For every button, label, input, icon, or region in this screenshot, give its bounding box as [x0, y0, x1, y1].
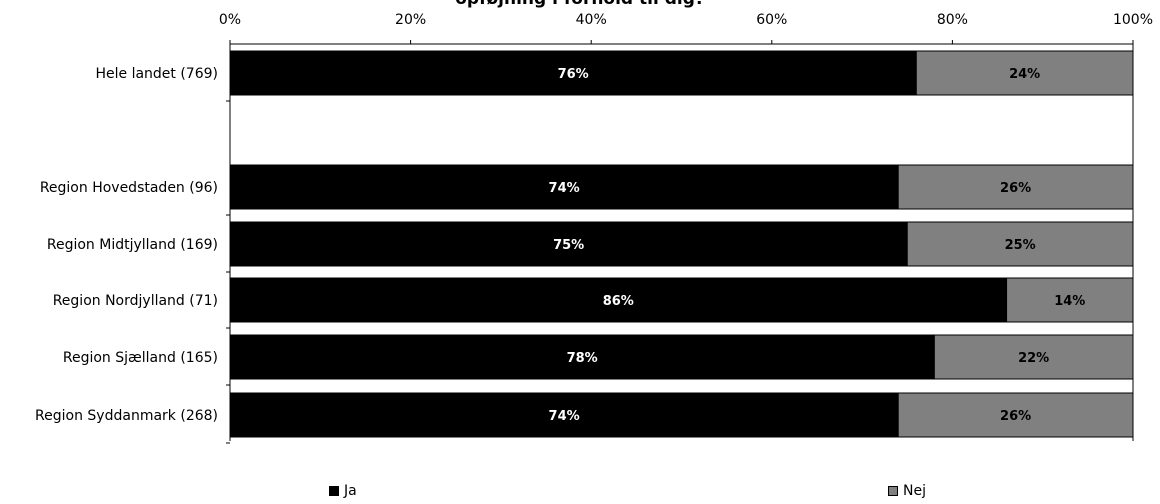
data-label: 86%	[603, 294, 634, 309]
legend-label-nej: Nej	[903, 483, 926, 499]
legend-item-ja: Ja	[329, 483, 357, 499]
legend-swatch-ja-icon	[329, 486, 339, 496]
bar-segment-nej	[906, 221, 1134, 267]
data-label: 14%	[1054, 294, 1085, 309]
x-tick-label: 20%	[395, 12, 426, 28]
data-label: 24%	[1009, 67, 1040, 82]
legend-label-ja: Ja	[344, 483, 357, 499]
category-label: Region Midtjylland (169)	[47, 237, 218, 253]
data-label: 26%	[1000, 409, 1031, 424]
bar-segment-ja	[229, 277, 1008, 323]
bar-segment-ja	[229, 221, 908, 267]
bar-segment-nej	[1006, 277, 1134, 323]
category-label: Hele landet (769)	[95, 66, 218, 82]
bar-segment-ja	[229, 392, 899, 438]
bar-segment-nej	[897, 164, 1134, 210]
data-label: 74%	[549, 181, 580, 196]
x-tick-label: 80%	[937, 12, 968, 28]
legend-item-nej: Nej	[888, 483, 926, 499]
x-tick-label: 100%	[1113, 12, 1153, 28]
category-label: Region Hovedstaden (96)	[40, 180, 218, 196]
chart-title: opføjning i forhold til dig?	[0, 0, 1160, 9]
bar-segment-nej	[897, 392, 1134, 438]
category-label: Region Syddanmark (268)	[35, 408, 218, 424]
bar-segment-nej	[915, 50, 1134, 96]
category-label: Region Nordjylland (71)	[53, 293, 218, 309]
x-tick-label: 60%	[756, 12, 787, 28]
bar-segment-ja	[229, 164, 899, 210]
data-label: 74%	[549, 409, 580, 424]
data-label: 78%	[567, 351, 598, 366]
data-label: 76%	[558, 67, 589, 82]
legend-swatch-nej-icon	[888, 486, 898, 496]
data-label: 75%	[553, 238, 584, 253]
category-label: Region Sjælland (165)	[63, 350, 218, 366]
x-tick-label: 40%	[576, 12, 607, 28]
x-tick-label: 0%	[219, 12, 241, 28]
data-label: 22%	[1018, 351, 1049, 366]
data-label: 25%	[1005, 238, 1036, 253]
data-label: 26%	[1000, 181, 1031, 196]
bar-segment-ja	[229, 334, 935, 380]
bar-segment-nej	[933, 334, 1134, 380]
